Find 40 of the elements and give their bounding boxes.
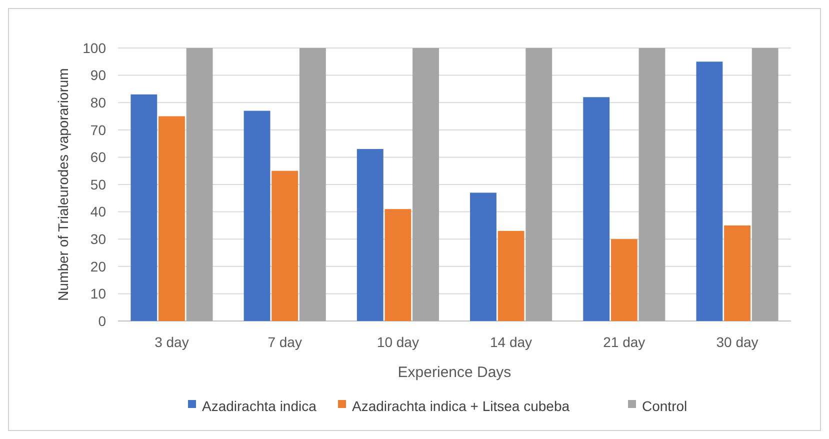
legend-label: Azadirachta indica + Litsea cubeba	[352, 398, 570, 414]
x-tick-label: 14 day	[490, 334, 532, 350]
bar	[158, 116, 185, 321]
y-tick-label: 70	[90, 122, 106, 138]
bar	[696, 62, 723, 321]
legend-label: Control	[642, 398, 688, 414]
y-tick-label: 0	[98, 312, 106, 329]
y-tick-label: 40	[90, 204, 106, 220]
bar	[470, 192, 496, 321]
bar	[186, 48, 213, 321]
bar	[752, 48, 778, 321]
x-tick-label: 21 day	[603, 334, 646, 350]
bar	[384, 209, 412, 321]
x-axis-title: Experience Days	[398, 364, 512, 381]
y-tick-label: 100	[82, 40, 106, 56]
y-axis-title: Number of Trialeurodes vaporariorum	[55, 68, 71, 301]
bar	[610, 239, 638, 321]
bar	[638, 48, 666, 321]
x-tick-label: 3 day	[154, 334, 189, 350]
bar	[498, 230, 524, 321]
legend-label: Azadirachta indica	[202, 398, 317, 414]
x-tick-label: 7 day	[268, 334, 302, 350]
bar	[356, 149, 384, 321]
bar	[244, 110, 270, 321]
bar	[724, 225, 750, 321]
x-tick-label: 10 day	[376, 334, 419, 350]
y-tick-label: 60	[90, 149, 106, 166]
bar	[130, 94, 158, 321]
y-tick-label: 90	[90, 67, 106, 84]
y-tick-label: 50	[90, 176, 106, 192]
bar	[526, 48, 552, 321]
y-tick-label: 20	[90, 258, 106, 274]
bar	[299, 48, 326, 321]
bar	[272, 170, 298, 321]
y-tick-label: 30	[90, 231, 106, 247]
x-tick-label: 30 day	[716, 334, 758, 350]
bar	[412, 48, 439, 321]
bar	[583, 97, 610, 321]
y-tick-label: 80	[90, 94, 106, 110]
y-tick-label: 10	[90, 286, 106, 302]
